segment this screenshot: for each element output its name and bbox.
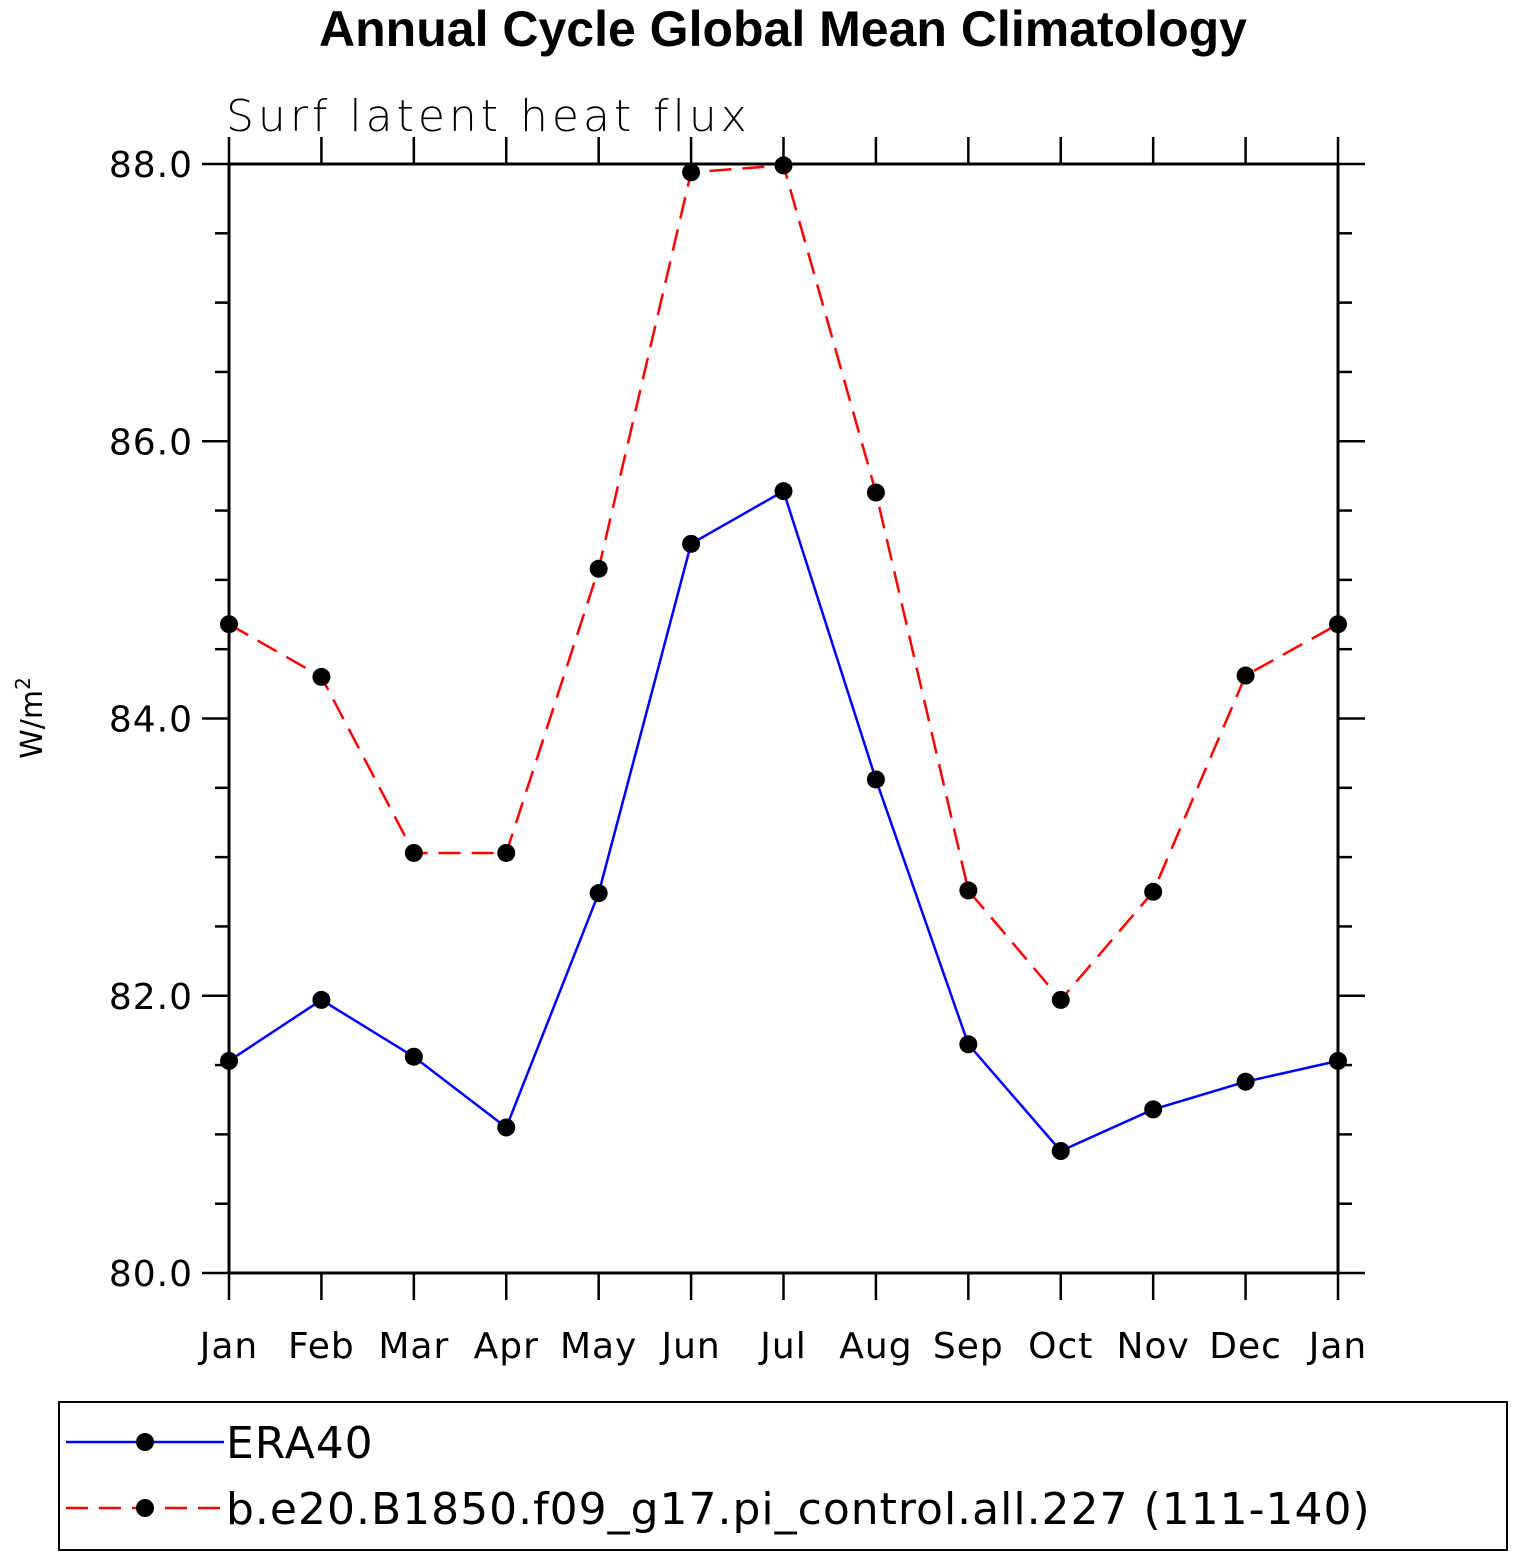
series-2-point [1236, 666, 1255, 685]
y-axis-label-superscript: 2 [11, 677, 35, 690]
series-2-point [1144, 882, 1163, 901]
x-tick-label: May [560, 1326, 637, 1367]
x-tick-label: Jul [758, 1326, 806, 1367]
x-tick-label: Mar [378, 1326, 449, 1367]
series-1-point [682, 534, 701, 553]
series-2-point [682, 163, 701, 182]
x-tick-label: Dec [1209, 1326, 1282, 1367]
y-tick-label: 88.0 [109, 145, 193, 186]
legend: ERA40 b.e20.B1850.f09_g17.pi_control.all.… [58, 1401, 1508, 1551]
y-tick-label: 82.0 [109, 977, 193, 1018]
y-tick-label: 80.0 [109, 1254, 193, 1295]
series-2-point [866, 483, 885, 502]
x-tick-label: Jan [1307, 1326, 1368, 1367]
x-tick-label: Jun [659, 1326, 720, 1367]
series-1-point [774, 482, 793, 501]
series-line-2 [228, 164, 1339, 1002]
series-2-point [220, 615, 238, 634]
series-1-point [404, 1047, 423, 1066]
plot-frame [227, 162, 1340, 1275]
legend-box [58, 1401, 1508, 1551]
x-tick-label: Aug [839, 1326, 912, 1367]
series-1-point [589, 884, 608, 903]
x-tick-label: Feb [288, 1326, 355, 1367]
x-tick-label: Nov [1117, 1326, 1190, 1367]
legend-marker-2 [136, 1499, 154, 1517]
y-axis: 80.0 82.0 84.0 86.0 88.0 [109, 145, 1365, 1295]
series-2-point [312, 667, 331, 686]
y-axis-label-unit: W/m [15, 690, 50, 759]
series-line-1 [228, 489, 1339, 1153]
series-1-point [866, 770, 885, 789]
series-1-point [220, 1051, 238, 1070]
legend-marker-1 [136, 1433, 154, 1451]
series-2-point [959, 881, 978, 900]
y-axis-label: W/m2 [11, 677, 50, 759]
series-1-point [1329, 1051, 1347, 1070]
series-2-point [1051, 990, 1070, 1009]
series-2-point [497, 843, 516, 862]
series-layer [220, 156, 1347, 1161]
series-2-point [774, 156, 793, 175]
series-1-point [497, 1118, 516, 1137]
series-2-point [404, 843, 423, 862]
legend-label-1: ERA40 [226, 1418, 374, 1469]
x-tick-label: Jan [198, 1326, 259, 1367]
x-tick-label: Oct [1028, 1326, 1093, 1367]
x-tick-label: Sep [933, 1326, 1004, 1367]
series-2-point [1329, 615, 1347, 634]
chart-subtitle: Surf latent heat flux [226, 91, 751, 142]
series-1-point [959, 1035, 978, 1054]
y-tick-label: 84.0 [109, 700, 193, 741]
series-1-point [1051, 1142, 1070, 1161]
chart-title: Annual Cycle Global Mean Climatology [319, 1, 1247, 57]
y-tick-label: 86.0 [109, 422, 193, 463]
plot-border [227, 162, 1340, 1275]
x-axis: Jan Feb Mar Apr May Jun Jul Aug Sep Oct Nov Dec Jan [198, 137, 1368, 1367]
series-1-point [1144, 1100, 1163, 1119]
series-1-point [1236, 1072, 1255, 1091]
series-2-point [589, 559, 608, 578]
series-1-point [312, 990, 331, 1009]
legend-label-2: b.e20.B1850.f09_g17.pi_control.all.227 (… [226, 1484, 1371, 1535]
x-tick-label: Apr [474, 1326, 539, 1367]
